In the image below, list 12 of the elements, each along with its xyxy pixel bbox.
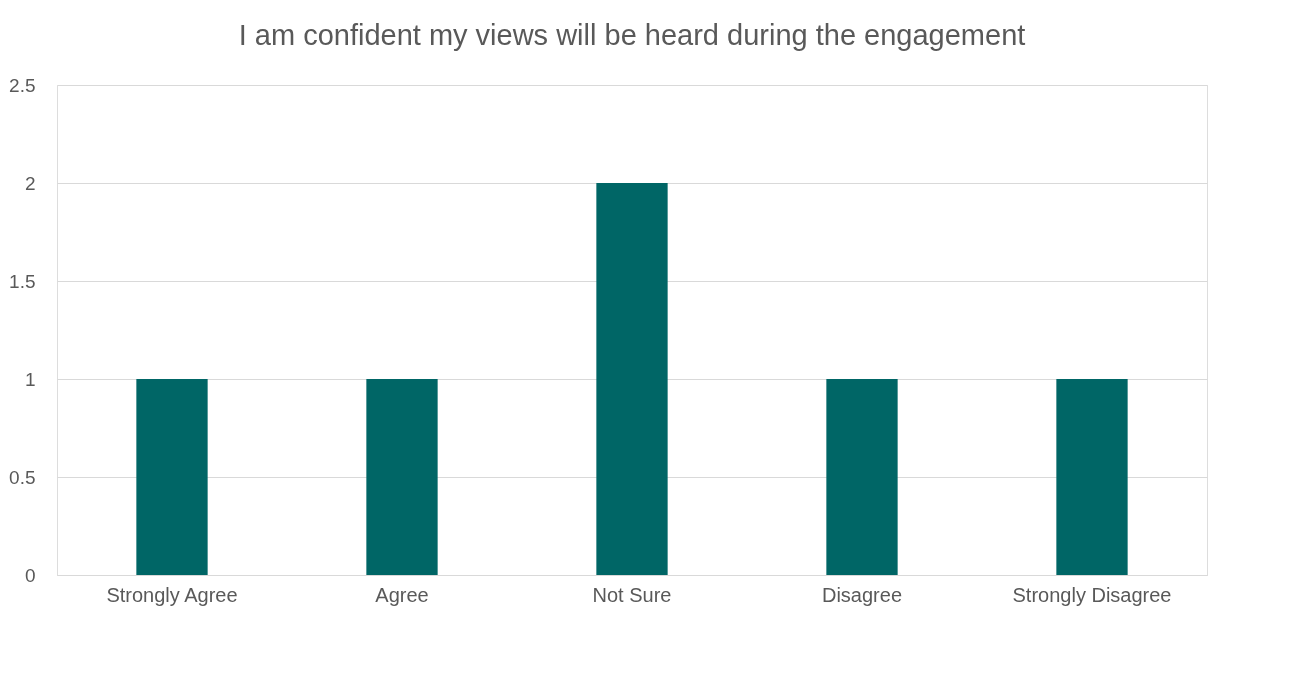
- y-tick-label: 1: [24, 368, 36, 390]
- y-tick-label: 2: [24, 172, 36, 194]
- x-tick-label: Strongly Disagree: [1012, 583, 1172, 606]
- y-tick-label: 2.5: [9, 74, 36, 96]
- x-tick-label: Strongly Agree: [106, 583, 238, 606]
- chart-title: I am confident my views will be heard during the engagement: [238, 19, 1026, 51]
- x-tick-label: Agree: [375, 583, 429, 606]
- y-tick-label: 0.5: [9, 466, 36, 488]
- y-tick-label: 0: [24, 564, 36, 586]
- x-tick-label: Not Sure: [592, 583, 672, 606]
- x-tick-label: Disagree: [821, 583, 903, 606]
- y-tick-label: 1.5: [9, 270, 36, 292]
